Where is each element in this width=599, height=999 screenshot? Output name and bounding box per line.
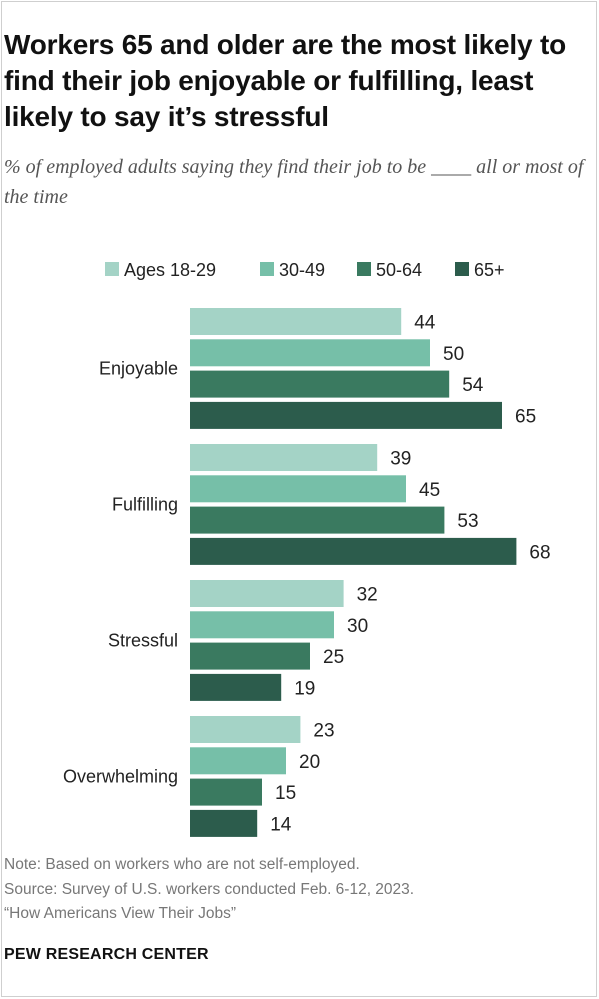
value-label-stressful-ages-18-29: 32: [357, 585, 378, 606]
bar-enjoyable-ages-18-29: [190, 308, 402, 335]
value-label-stressful-65: 19: [294, 678, 315, 699]
value-label-fulfilling-30-49: 45: [419, 480, 440, 501]
bar-fulfilling-50-64: [190, 506, 445, 534]
category-label-fulfilling: Fulfilling: [112, 494, 178, 514]
value-label-enjoyable-30-49: 50: [443, 344, 464, 365]
value-label-overwhelming-ages-18-29: 23: [313, 721, 334, 742]
legend-label-ages-18-29: Ages 18-29: [124, 260, 216, 280]
chart-legend: Ages 18-29 30-49 50-64 65+: [105, 260, 505, 280]
bar-fulfilling-ages-18-29: [190, 444, 378, 471]
value-label-stressful-30-49: 30: [347, 616, 368, 637]
value-label-fulfilling-ages-18-29: 39: [390, 449, 411, 470]
bar-stressful-65: [190, 673, 282, 701]
legend-label-65: 65+: [474, 260, 505, 280]
value-label-overwhelming-50-64: 15: [275, 783, 296, 804]
value-label-overwhelming-65: 14: [270, 814, 292, 835]
category-label-overwhelming: Overwhelming: [63, 766, 178, 786]
value-label-enjoyable-65: 65: [515, 406, 536, 427]
value-label-fulfilling-65: 68: [529, 542, 550, 563]
bar-enjoyable-65: [190, 401, 502, 429]
bar-stressful-ages-18-29: [190, 580, 344, 607]
legend-label-50-64: 50-64: [376, 260, 422, 280]
bar-stressful-50-64: [190, 642, 310, 670]
brand-name: PEW RESEARCH CENTER: [4, 946, 209, 963]
value-label-overwhelming-30-49: 20: [299, 752, 320, 773]
value-label-fulfilling-50-64: 53: [457, 511, 478, 532]
bar-overwhelming-65: [190, 809, 258, 837]
footer-source-title: “How Americans View Their Jobs”: [4, 905, 237, 922]
bar-enjoyable-30-49: [190, 339, 430, 367]
footer-source: Source: Survey of U.S. workers conducted…: [4, 881, 415, 898]
bars: [190, 308, 517, 837]
chart-subtitle: % of employed adults saying they find th…: [4, 156, 584, 208]
bar-overwhelming-30-49: [190, 747, 286, 775]
legend-swatch-ages-18-29: [105, 262, 119, 276]
bar-overwhelming-ages-18-29: [190, 716, 301, 743]
bar-fulfilling-30-49: [190, 475, 406, 503]
category-labels: Enjoyable Fulfilling Stressful Overwhelming: [63, 358, 178, 786]
value-label-stressful-50-64: 25: [323, 647, 344, 668]
value-label-enjoyable-50-64: 54: [462, 375, 484, 396]
legend-swatch-30-49: [260, 262, 274, 276]
value-label-enjoyable-ages-18-29: 44: [414, 313, 436, 334]
legend-swatch-50-64: [357, 262, 371, 276]
legend-swatch-65: [455, 262, 469, 276]
legend-label-30-49: 30-49: [279, 260, 325, 280]
bar-overwhelming-50-64: [190, 778, 262, 806]
bar-enjoyable-50-64: [190, 370, 450, 398]
category-label-enjoyable: Enjoyable: [99, 358, 178, 378]
bar-stressful-30-49: [190, 611, 334, 639]
footer-note: Note: Based on workers who are not self-…: [4, 856, 360, 873]
category-label-stressful: Stressful: [108, 630, 178, 650]
bar-fulfilling-65: [190, 537, 517, 565]
chart-title: Workers 65 and older are the most likely…: [4, 29, 566, 132]
